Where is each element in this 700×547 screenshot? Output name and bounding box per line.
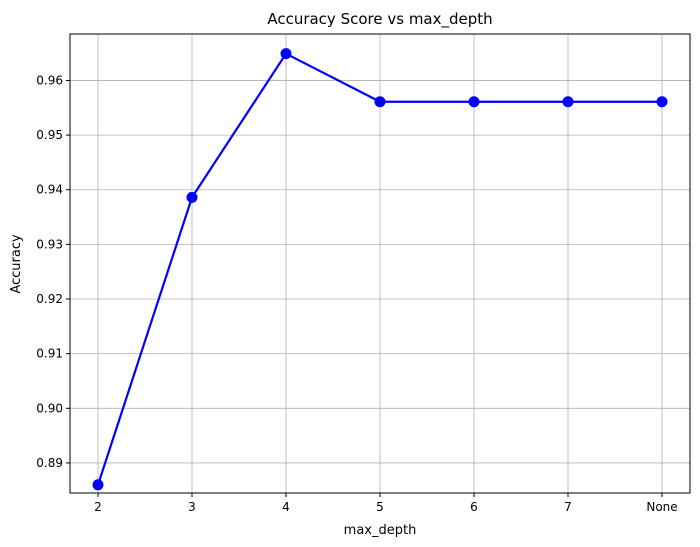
x-tick-label: 5 bbox=[376, 500, 384, 514]
data-series bbox=[92, 48, 668, 491]
y-tick-label: 0.94 bbox=[36, 183, 63, 197]
y-tick-label: 0.93 bbox=[36, 237, 63, 251]
y-tick-label: 0.95 bbox=[36, 128, 63, 142]
x-tick-label: 3 bbox=[188, 500, 196, 514]
y-axis-label: Accuracy bbox=[9, 234, 24, 294]
x-tick-label: 2 bbox=[94, 500, 102, 514]
data-point bbox=[656, 96, 668, 108]
x-tick-label: None bbox=[646, 500, 677, 514]
x-tick-label: 4 bbox=[282, 500, 290, 514]
y-tick-label: 0.90 bbox=[36, 401, 63, 415]
x-tick-label: 6 bbox=[470, 500, 478, 514]
chart-title: Accuracy Score vs max_depth bbox=[267, 10, 492, 29]
y-tick-label: 0.96 bbox=[36, 73, 63, 87]
data-point bbox=[280, 48, 292, 60]
y-tick-label: 0.91 bbox=[36, 347, 63, 361]
plot-frame bbox=[69, 33, 691, 494]
data-point bbox=[186, 191, 198, 203]
x-axis-label: max_depth bbox=[344, 523, 417, 538]
data-point bbox=[468, 96, 480, 108]
data-point bbox=[92, 479, 104, 491]
data-point bbox=[562, 96, 574, 108]
y-tick-label: 0.92 bbox=[36, 292, 63, 306]
x-tick-label: 7 bbox=[564, 500, 572, 514]
y-tick-label: 0.89 bbox=[36, 456, 63, 470]
grid bbox=[70, 34, 690, 493]
axes: 2 3 4 5 6 7 None 0.89 0.90 0.91 0.92 0.93 0.94 0.95 0.… bbox=[36, 33, 691, 514]
data-point bbox=[374, 96, 386, 108]
